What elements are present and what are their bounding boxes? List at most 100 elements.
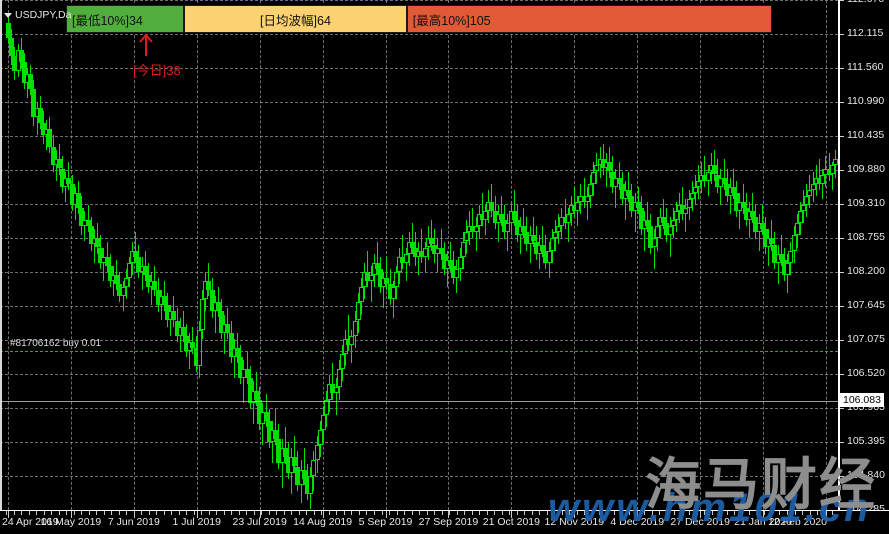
time-tick-minor xyxy=(719,511,721,515)
candlestick xyxy=(394,0,399,510)
candle-wick xyxy=(386,256,388,291)
candle-wick xyxy=(602,144,604,175)
candle-wick xyxy=(335,378,337,415)
candle-wick xyxy=(208,262,210,297)
candle-wick xyxy=(46,119,48,151)
candlestick xyxy=(171,0,177,510)
candle-wick xyxy=(246,350,248,385)
price-tick xyxy=(840,170,844,171)
candle-body xyxy=(511,211,517,221)
chart-plot-area[interactable]: #81706162 buy 0.01 xyxy=(0,0,838,510)
candle-body xyxy=(801,205,806,212)
candle-wick xyxy=(170,305,172,336)
time-tick-minor xyxy=(516,511,518,515)
candlestick xyxy=(21,0,27,510)
candle-body xyxy=(829,165,835,175)
triangle-down-icon[interactable] xyxy=(4,12,12,18)
time-tick-minor xyxy=(163,511,165,515)
candlestick xyxy=(759,0,765,510)
candle-wick xyxy=(723,159,725,190)
candle-body xyxy=(607,162,612,172)
candlestick xyxy=(638,0,644,510)
candle-body xyxy=(731,186,737,193)
time-tick-label: 14 Aug 2019 xyxy=(293,516,353,528)
candle-wick xyxy=(768,229,769,266)
time-tick-minor xyxy=(268,511,270,515)
candle-body xyxy=(235,347,240,357)
time-tick-minor xyxy=(148,511,150,515)
candle-body xyxy=(546,250,552,263)
candlestick xyxy=(145,0,151,510)
candlestick xyxy=(740,0,746,510)
order-line xyxy=(0,350,838,352)
candle-wick xyxy=(475,217,477,251)
symbol-title[interactable]: USDJPY,Da xyxy=(4,9,71,21)
candle-wick xyxy=(624,180,626,221)
candle-body xyxy=(244,369,250,379)
time-tick-minor xyxy=(276,511,278,515)
candlestick xyxy=(651,0,657,510)
candle-wick xyxy=(818,159,820,190)
candle-wick xyxy=(780,235,782,266)
candle-body xyxy=(785,262,791,275)
time-scale[interactable]: 24 Apr 2019 16 May 2019 7 Jun 2019 1 Jul 20… xyxy=(0,510,889,534)
candlestick xyxy=(85,0,91,510)
candle-body xyxy=(616,177,622,184)
volatility-stat-bars: [最低10%]34 [日均波幅]64 [最高10%]105 xyxy=(0,5,838,33)
candle-body xyxy=(126,262,132,278)
candle-body xyxy=(591,171,597,184)
candle-wick xyxy=(628,171,630,202)
time-tick-minor xyxy=(524,511,526,515)
price-tick-label: 107.645 xyxy=(847,298,885,311)
price-tick-label: 104.840 xyxy=(847,469,885,482)
time-tick-minor xyxy=(734,511,736,515)
candlestick xyxy=(311,0,317,510)
candle-wick xyxy=(103,247,105,281)
price-tick-label: 110.435 xyxy=(847,128,885,141)
candle-body xyxy=(489,201,495,211)
candlestick xyxy=(206,0,212,510)
candlestick xyxy=(390,0,396,510)
time-tick-major xyxy=(260,511,261,518)
time-tick-minor xyxy=(681,511,683,515)
candle-body xyxy=(196,329,202,367)
time-tick-minor xyxy=(741,511,743,515)
candlestick xyxy=(804,0,810,510)
candlestick xyxy=(438,0,444,510)
candle-body xyxy=(750,211,756,218)
price-scale[interactable]: 106.083 112.670 112.115 111.560 110.990 110.… xyxy=(838,0,889,515)
candlestick xyxy=(352,0,358,510)
candle-wick xyxy=(58,144,60,175)
candlestick xyxy=(130,0,135,510)
candlestick xyxy=(120,0,126,510)
candlestick xyxy=(696,0,702,510)
candle-body xyxy=(343,338,349,354)
candle-wick xyxy=(424,241,426,272)
candle-wick xyxy=(265,393,267,427)
candlestick xyxy=(594,0,600,510)
candle-body xyxy=(133,250,139,257)
candle-wick xyxy=(68,162,70,190)
candle-wick xyxy=(497,205,499,242)
candlestick xyxy=(66,0,72,510)
candlestick xyxy=(448,0,453,510)
time-tick-minor xyxy=(659,511,661,515)
candle-body xyxy=(638,208,644,230)
candlestick xyxy=(689,0,695,510)
candle-body xyxy=(120,287,126,297)
time-tick-minor xyxy=(231,511,233,515)
price-tick xyxy=(840,136,844,137)
candlestick xyxy=(104,0,110,510)
candlestick xyxy=(215,0,221,510)
candle-body xyxy=(804,195,810,205)
candlestick xyxy=(247,0,253,510)
candlestick xyxy=(454,0,460,510)
time-tick-minor xyxy=(96,511,98,515)
candle-body xyxy=(686,198,692,208)
time-tick-label: 7 Jun 2019 xyxy=(107,516,160,528)
candlestick xyxy=(607,0,612,510)
time-tick-minor xyxy=(576,511,578,515)
candle-body xyxy=(238,357,244,379)
candlestick xyxy=(355,0,361,510)
candle-body xyxy=(88,226,94,245)
